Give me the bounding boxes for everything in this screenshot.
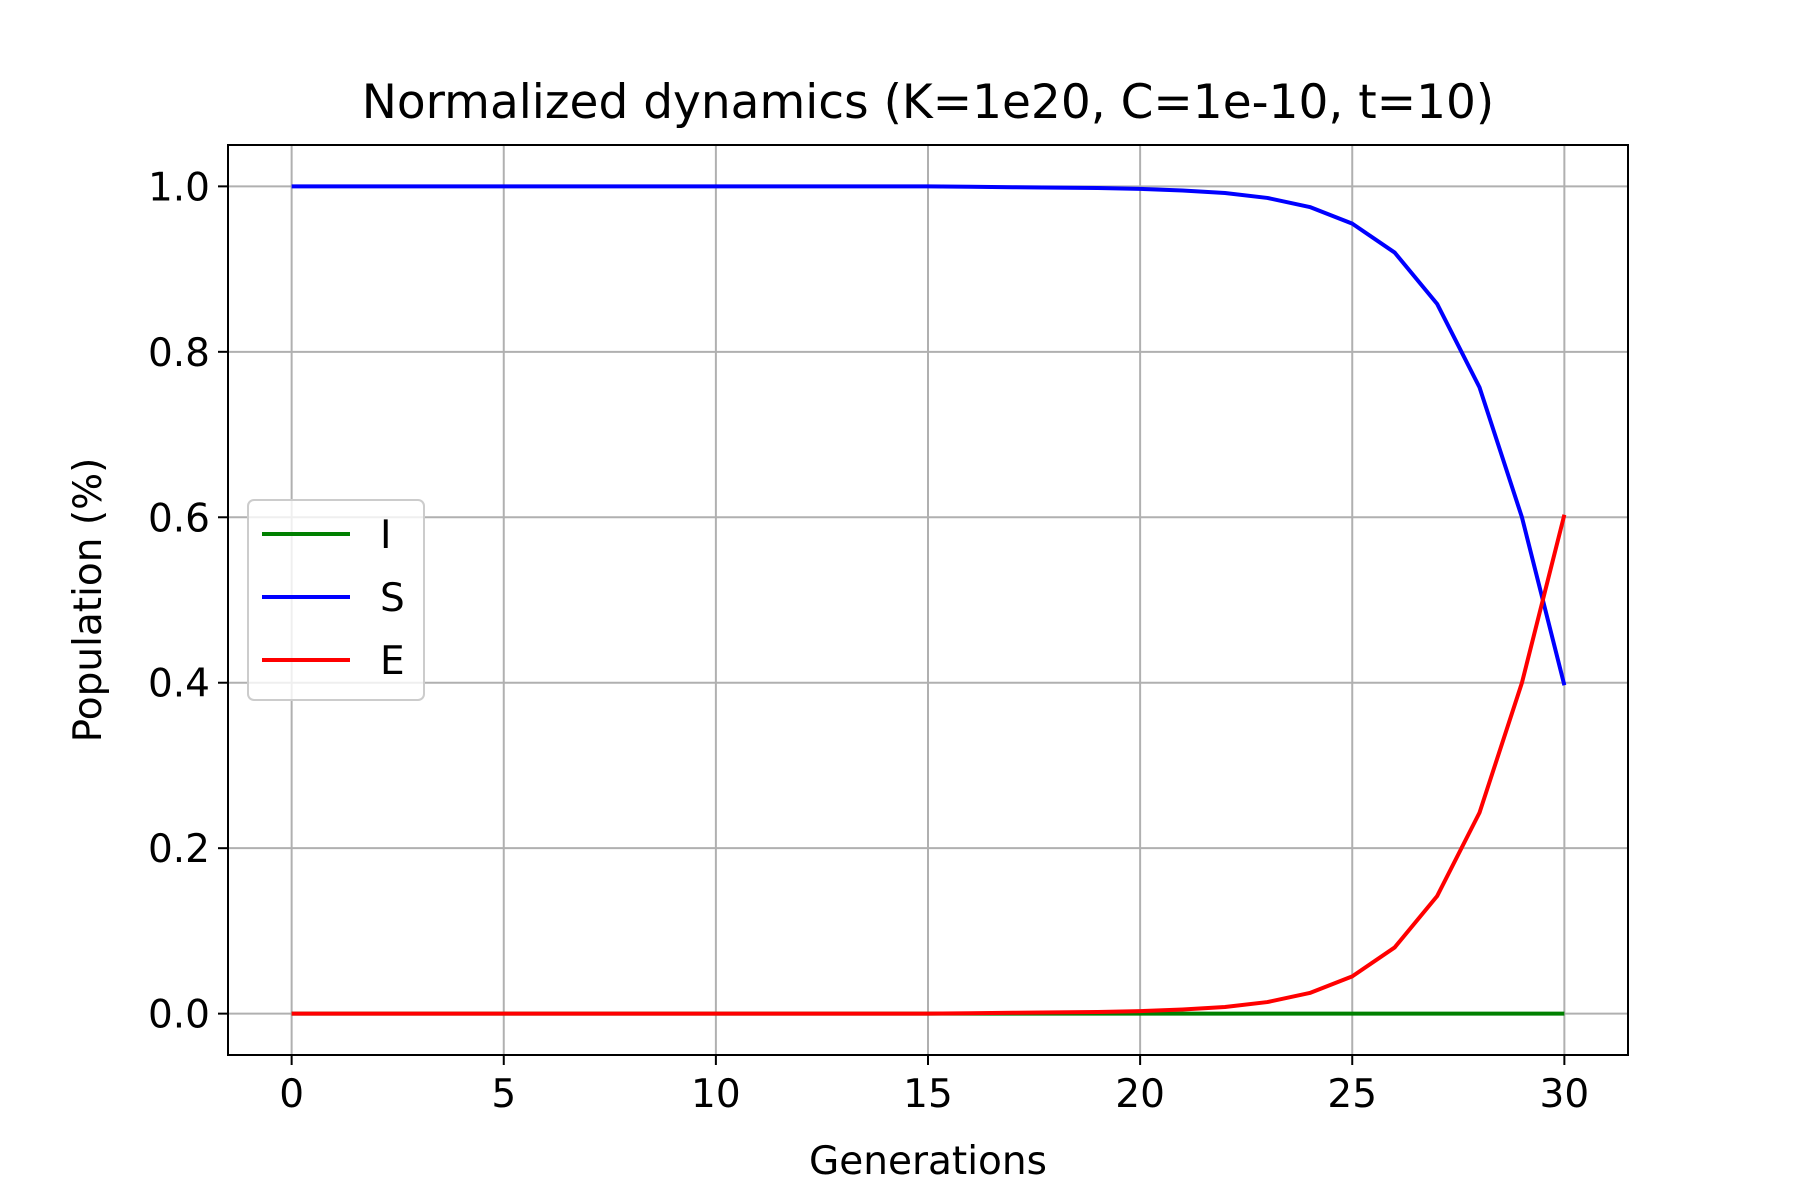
x-tick-label-1: 5 — [491, 1072, 516, 1117]
x-tick-label-4: 20 — [1115, 1072, 1165, 1117]
x-axis-label: Generations — [809, 1139, 1047, 1184]
legend-label-E: E — [380, 639, 405, 684]
y-axis-ticks: 0.0 0.2 0.4 0.6 0.8 1.0 — [148, 165, 228, 1038]
y-tick-label-4: 0.8 — [148, 331, 210, 376]
y-axis-label: Population (%) — [66, 458, 111, 743]
x-axis-ticks: 0 5 10 15 20 25 30 — [279, 1055, 1589, 1117]
chart-title: Normalized dynamics (K=1e20, C=1e-10, t=… — [362, 75, 1494, 130]
y-tick-label-0: 0.0 — [148, 993, 210, 1038]
series-line-S — [291, 184, 1567, 686]
legend-box — [247, 499, 425, 701]
y-tick-label-2: 0.4 — [148, 662, 210, 707]
series-line-E — [291, 514, 1567, 1016]
y-tick-label-3: 0.6 — [148, 496, 210, 541]
x-tick-label-0: 0 — [279, 1072, 304, 1117]
x-tick-label-2: 10 — [691, 1072, 741, 1117]
x-tick-label-5: 25 — [1327, 1072, 1377, 1117]
legend: ISE — [247, 499, 425, 701]
x-tick-label-6: 30 — [1540, 1072, 1590, 1117]
y-tick-label-1: 0.2 — [148, 827, 210, 872]
y-tick-label-5: 1.0 — [148, 165, 210, 210]
x-tick-label-3: 15 — [903, 1072, 953, 1117]
series-lines — [291, 184, 1567, 1016]
legend-label-I: I — [380, 513, 392, 558]
legend-label-S: S — [380, 576, 405, 621]
